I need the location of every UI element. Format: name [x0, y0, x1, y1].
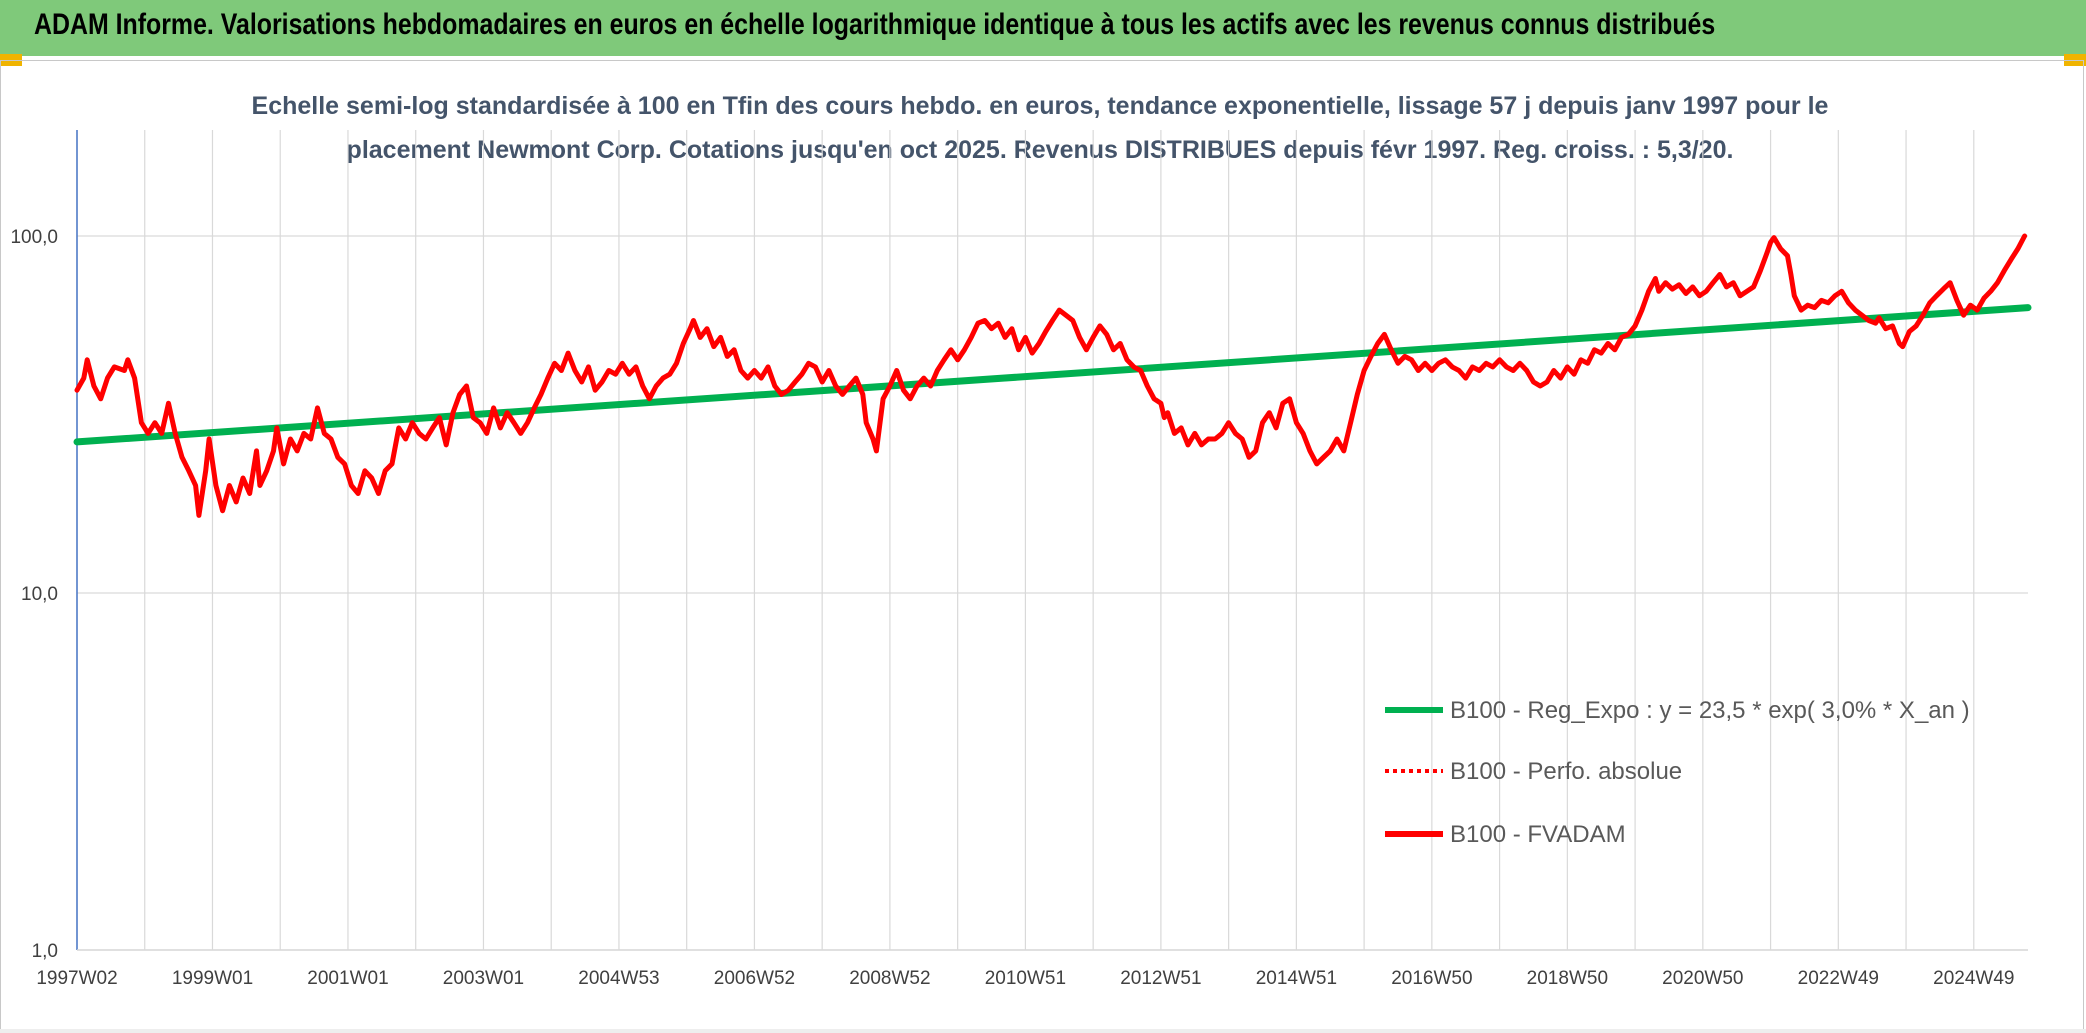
x-tick-label: 2006W52 — [714, 968, 795, 989]
x-tick-label: 2020W50 — [1662, 968, 1743, 989]
y-tick-label: 1,0 — [32, 941, 58, 962]
x-tick-label: 2014W51 — [1256, 968, 1337, 989]
y-tick-label: 100,0 — [10, 227, 58, 248]
x-tick-label: 1999W01 — [172, 968, 253, 989]
page-title: ADAM Informe. Valorisations hebdomadaire… — [34, 8, 1716, 41]
x-tick-label: 2024W49 — [1933, 968, 2014, 989]
x-tick-label: 2008W52 — [849, 968, 930, 989]
chart-subtitle-line-2: placement Newmont Corp. Cotations jusqu'… — [347, 136, 1734, 164]
x-tick-label: 2012W51 — [1120, 968, 1201, 989]
series-line-2 — [74, 233, 2028, 518]
axes: 1,0 10,0 100,0 1997W02 1999W01 2001W01 2003W01… — [10, 130, 2028, 989]
bottom-strip — [0, 1029, 2086, 1033]
series-layer — [73, 233, 2032, 518]
y-tick-label: 10,0 — [21, 584, 58, 605]
x-tick-label: 2003W01 — [443, 968, 524, 989]
x-tick-label: 1997W02 — [36, 968, 117, 989]
x-tick-label: 2004W53 — [578, 968, 659, 989]
x-tick-label: 2022W49 — [1798, 968, 1879, 989]
x-tick-label: 2018W50 — [1527, 968, 1608, 989]
legend: B100 - Reg_Expo : y = 23,5 * exp( 3,0% *… — [1385, 697, 1970, 848]
x-tick-label: 2001W01 — [307, 968, 388, 989]
gridlines — [77, 130, 2028, 951]
legend-label-0: B100 - Reg_Expo : y = 23,5 * exp( 3,0% *… — [1450, 697, 1970, 724]
x-tick-label: 2010W51 — [985, 968, 1066, 989]
header-bar: ADAM Informe. Valorisations hebdomadaire… — [0, 0, 2086, 56]
legend-label-1: B100 - Perfo. absolue — [1450, 758, 1682, 785]
legend-label-2: B100 - FVADAM — [1450, 821, 1626, 848]
chart-subtitle-line-1: Echelle semi-log standardisée à 100 en T… — [252, 92, 1829, 120]
series-line-0 — [73, 304, 2032, 446]
x-tick-label: 2016W50 — [1391, 968, 1472, 989]
